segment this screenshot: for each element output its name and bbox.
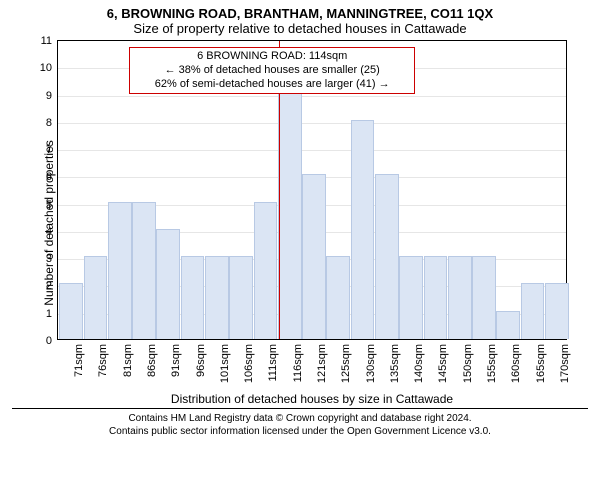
bar [156, 229, 180, 339]
bar [375, 174, 399, 339]
y-tick-label: 5 [46, 199, 52, 211]
annotation-box: 6 BROWNING ROAD: 114sqm← 38% of detached… [129, 47, 415, 94]
bar [472, 256, 496, 339]
x-tick-label: 81sqm [122, 344, 134, 377]
gridline [58, 123, 566, 124]
annotation-line: ← 38% of detached houses are smaller (25… [136, 64, 408, 78]
x-tick-label: 165sqm [535, 344, 547, 383]
x-tick-label: 96sqm [195, 344, 207, 377]
x-tick-label: 91sqm [170, 344, 182, 377]
x-tick-label: 155sqm [486, 344, 498, 383]
bar [108, 202, 132, 339]
x-tick-label: 86sqm [146, 344, 158, 377]
gridline [58, 150, 566, 151]
bar [229, 256, 253, 339]
bar [84, 256, 108, 339]
x-tick-label: 111sqm [267, 344, 279, 382]
bar [448, 256, 472, 339]
bar [496, 311, 520, 339]
footer: Contains HM Land Registry data © Crown c… [12, 408, 588, 438]
bar [205, 256, 229, 339]
bar [59, 283, 83, 339]
y-tick-label: 4 [46, 226, 52, 238]
x-tick-label: 150sqm [462, 344, 474, 383]
footer-line2: Contains public sector information licen… [12, 425, 588, 438]
gridline [58, 96, 566, 97]
bar [278, 93, 302, 339]
plot-box: 6 BROWNING ROAD: 114sqm← 38% of detached… [57, 40, 567, 340]
y-tick-label: 11 [41, 35, 52, 47]
plot: 6 BROWNING ROAD: 114sqm← 38% of detached… [58, 41, 566, 339]
bar [545, 283, 569, 339]
x-tick-label: 170sqm [559, 344, 571, 383]
x-axis-label: Distribution of detached houses by size … [57, 392, 567, 406]
bar [521, 283, 545, 339]
x-tick-label: 135sqm [389, 344, 401, 383]
bar [181, 256, 205, 339]
x-tick-label: 71sqm [73, 344, 85, 377]
title-line1: 6, BROWNING ROAD, BRANTHAM, MANNINGTREE,… [12, 6, 588, 21]
title-line2: Size of property relative to detached ho… [12, 21, 588, 36]
y-tick-label: 8 [46, 117, 52, 129]
y-tick-label: 10 [40, 62, 52, 74]
x-tick-label: 130sqm [365, 344, 377, 383]
x-tick-label: 116sqm [292, 344, 304, 382]
y-tick-label: 1 [46, 308, 52, 320]
x-tick-label: 101sqm [219, 344, 231, 383]
y-tick-label: 7 [46, 144, 52, 156]
x-tick-label: 121sqm [316, 344, 328, 383]
bar [424, 256, 448, 339]
bar [399, 256, 423, 339]
bar [326, 256, 350, 339]
y-tick-label: 2 [46, 280, 52, 292]
chart-area: Number of detached properties 6 BROWNING… [57, 40, 567, 406]
bar [254, 202, 278, 339]
footer-line1: Contains HM Land Registry data © Crown c… [12, 412, 588, 425]
x-tick-label: 160sqm [510, 344, 522, 383]
x-tick-label: 145sqm [437, 344, 449, 383]
x-tick-label: 140sqm [413, 344, 425, 383]
bar [302, 174, 326, 339]
y-tick-label: 0 [46, 335, 52, 347]
x-tick-label: 76sqm [97, 344, 109, 377]
x-tick-label: 125sqm [340, 344, 352, 383]
x-ticks: 71sqm 76sqm 81sqm 86sqm 91sqm 96sqm 101sqm 106s… [57, 340, 567, 392]
annotation-line: 62% of semi-detached houses are larger (… [136, 78, 408, 92]
bar [351, 120, 375, 339]
chart-container: 6, BROWNING ROAD, BRANTHAM, MANNINGTREE,… [0, 0, 600, 500]
y-tick-label: 6 [46, 171, 52, 183]
bar [132, 202, 156, 339]
y-tick-label: 9 [46, 90, 52, 102]
annotation-line: 6 BROWNING ROAD: 114sqm [136, 50, 408, 64]
y-tick-label: 3 [46, 253, 52, 265]
x-tick-label: 106sqm [243, 344, 255, 383]
